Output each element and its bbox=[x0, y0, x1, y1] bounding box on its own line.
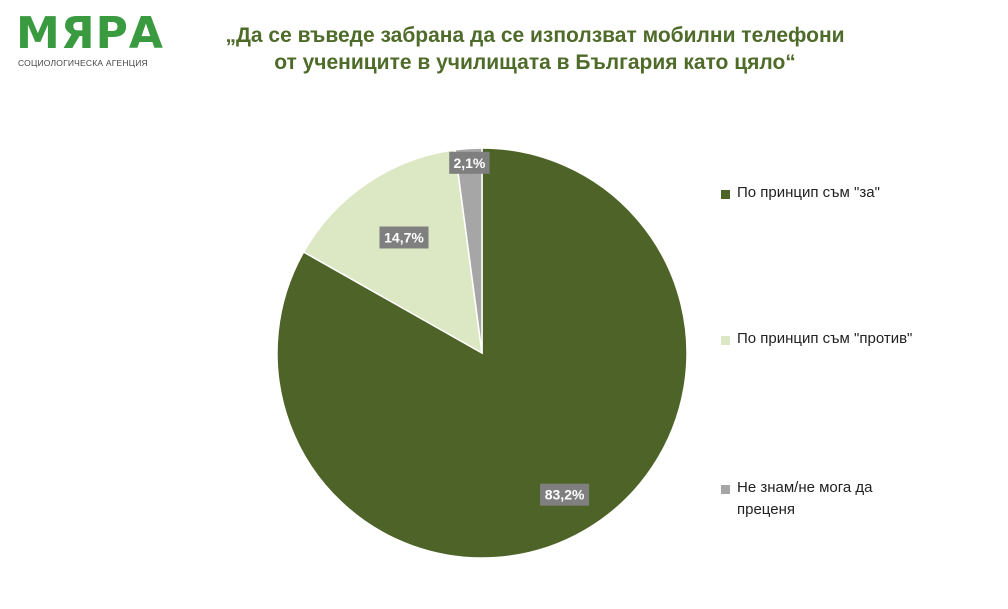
legend-label-dont-know: Не знам/не мога да преценя bbox=[737, 479, 873, 518]
legend-label-against: По принцип съм "против" bbox=[737, 330, 913, 347]
data-label-text-for: 83,2% bbox=[545, 487, 585, 503]
data-label-text-dont-know: 2,1% bbox=[453, 155, 485, 171]
logo: МЯРА СОЦИОЛОГИЧЕСКА АГЕНЦИЯ bbox=[16, 12, 163, 72]
chart-title-line-2: от учениците в училищата в България като… bbox=[274, 51, 796, 74]
pie-slice-for bbox=[276, 147, 688, 559]
chart-title-line-1: „Да се въведе забрана да се използват мо… bbox=[225, 24, 845, 47]
legend-swatch-for bbox=[721, 190, 730, 199]
legend-label-for: По принцип съм "за" bbox=[737, 184, 880, 201]
data-label-against: 14,7% bbox=[379, 226, 429, 249]
legend-item-against: По принцип съм "против" bbox=[721, 330, 937, 350]
data-label-box-for bbox=[540, 483, 590, 506]
pie-slice-dont-know bbox=[454, 147, 483, 354]
logo-word: МЯРА bbox=[16, 8, 164, 59]
data-label-box-dont-know bbox=[449, 151, 490, 174]
legend-swatch-against bbox=[721, 336, 730, 345]
data-label-for: 83,2% bbox=[540, 483, 590, 506]
legend-item-for: По принцип съм "за" bbox=[721, 184, 937, 204]
logo-subtitle: СОЦИОЛОГИЧЕСКА АГЕНЦИЯ bbox=[18, 58, 148, 68]
data-label-dont-know: 2,1% bbox=[449, 151, 490, 174]
pie-slice-against bbox=[302, 148, 483, 355]
data-label-box-against bbox=[379, 226, 429, 249]
legend-swatch-dont-know bbox=[721, 485, 730, 494]
data-label-text-against: 14,7% bbox=[384, 230, 424, 246]
chart-title: „Да се въведе забрана да се използват мо… bbox=[185, 22, 885, 76]
legend-item-dont-know: Не знам/не мога да преценя bbox=[721, 479, 902, 521]
